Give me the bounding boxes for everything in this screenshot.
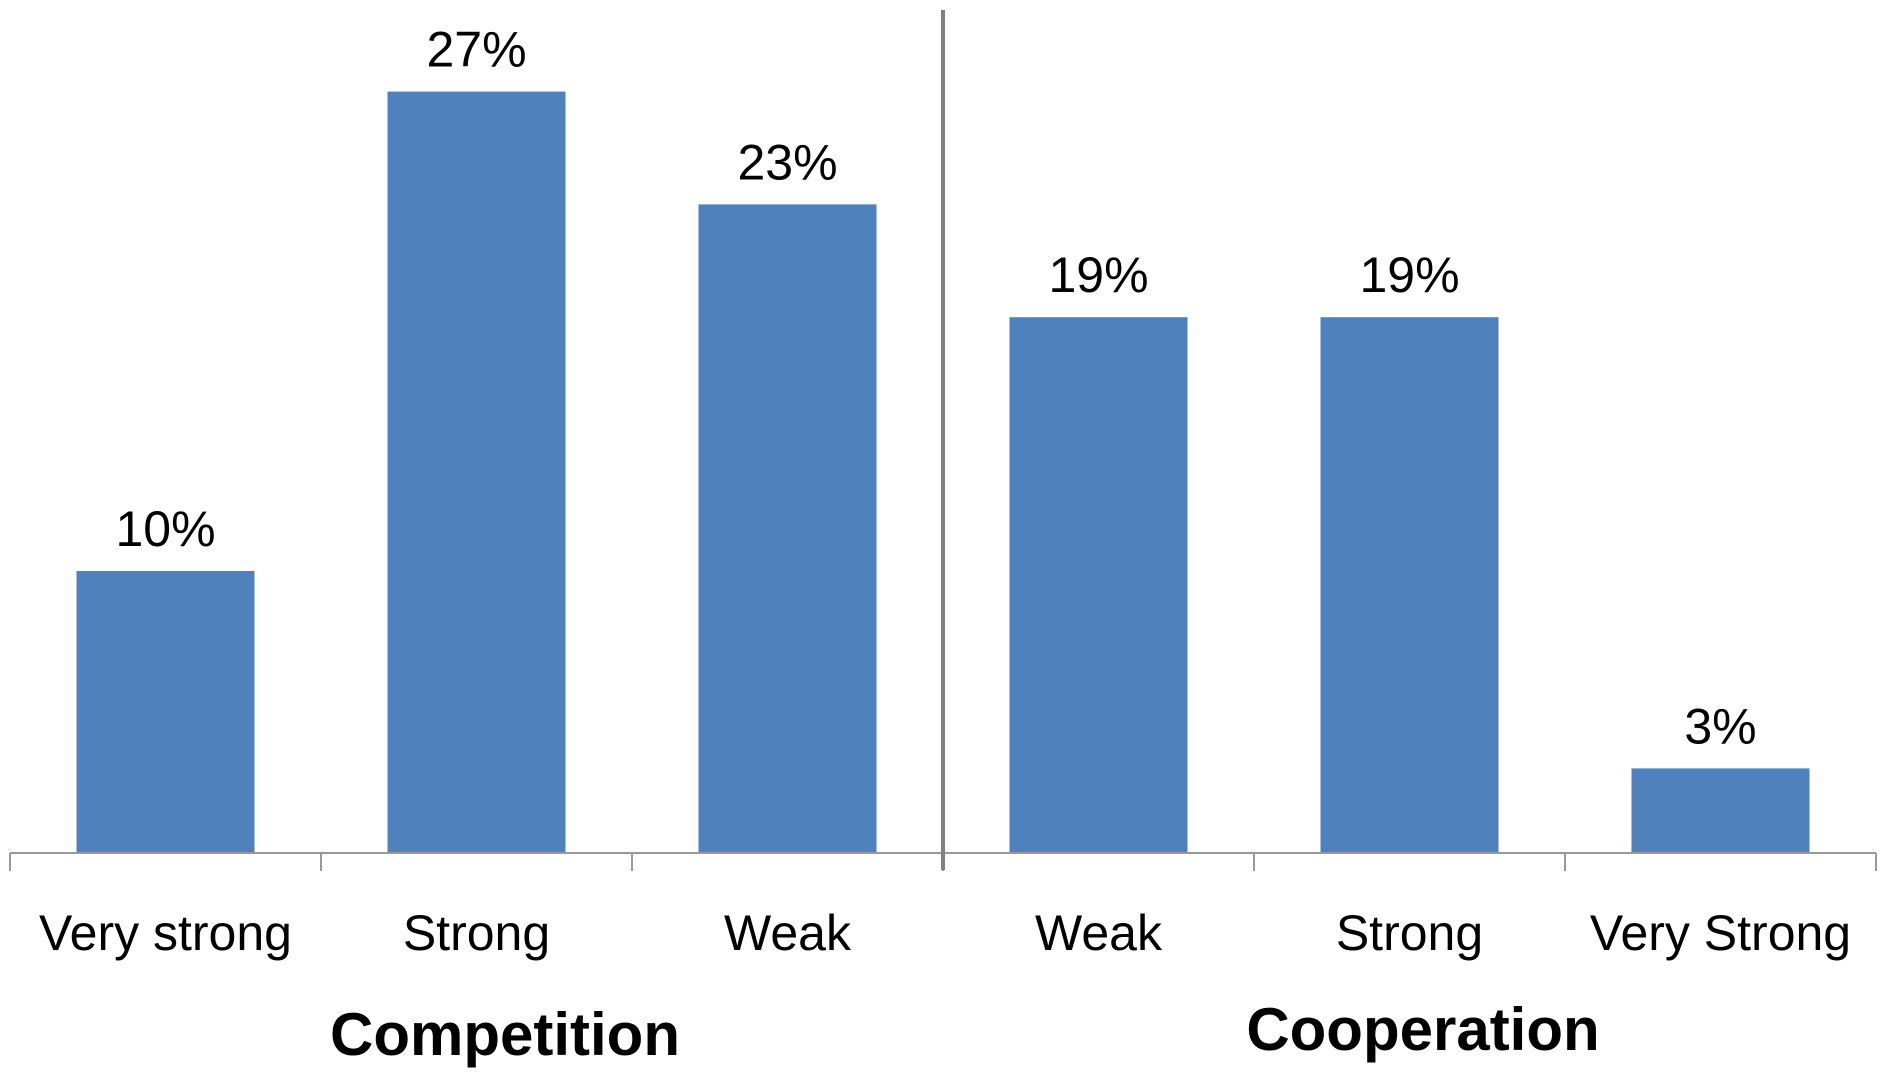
x-tick-label: Very Strong	[1590, 905, 1851, 961]
group-label-cooperation: Cooperation	[1246, 996, 1599, 1063]
bar	[1320, 317, 1499, 853]
bar	[76, 571, 255, 853]
x-tick-label: Strong	[403, 905, 550, 961]
data-label: 19%	[1359, 247, 1459, 303]
data-label: 10%	[115, 501, 215, 557]
bars-layer	[76, 91, 1810, 854]
bar	[1009, 317, 1188, 853]
bar	[698, 204, 877, 853]
data-label: 19%	[1048, 247, 1148, 303]
data-labels-layer: 10% 27% 23% 19% 19% 3%	[115, 22, 1756, 755]
bar	[1631, 768, 1810, 853]
x-tick-label: Very strong	[39, 905, 292, 961]
x-tick-labels: Very strong Strong Weak Weak Strong Very Stro…	[39, 905, 1851, 961]
x-tick-label: Strong	[1336, 905, 1483, 961]
data-label: 3%	[1684, 698, 1756, 754]
bar	[387, 91, 566, 854]
data-label: 27%	[426, 22, 526, 78]
group-label-competition: Competition	[330, 1001, 680, 1068]
x-tick-label: Weak	[724, 905, 852, 961]
x-tick-label: Weak	[1035, 905, 1163, 961]
data-label: 23%	[737, 134, 837, 190]
